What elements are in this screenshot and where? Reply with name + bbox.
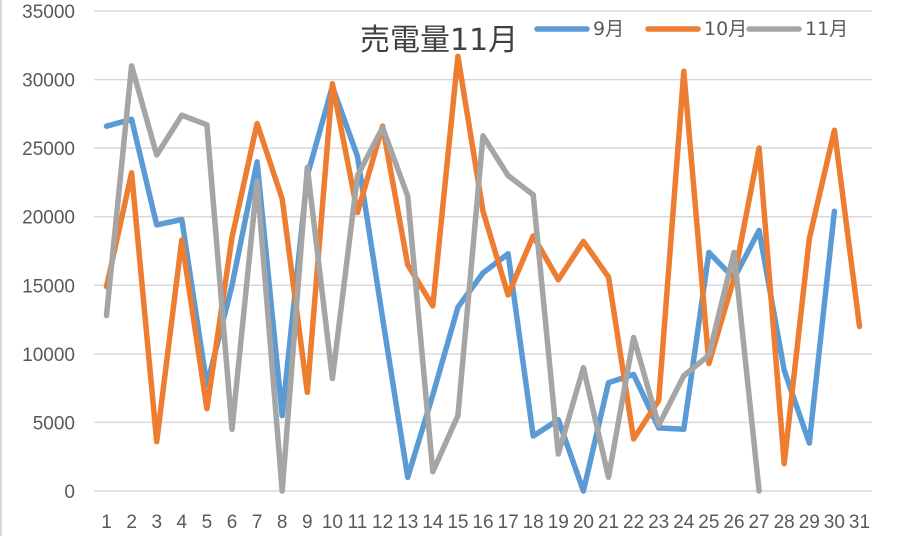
y-tick-label: 5000: [33, 413, 75, 434]
x-tick-label: 7: [252, 512, 263, 533]
y-tick-label: 30000: [22, 71, 75, 92]
x-tick-label: 22: [623, 512, 644, 533]
x-tick-label: 14: [422, 512, 444, 533]
y-tick-label: 0: [64, 482, 75, 503]
y-axis-labels: 0 5000 10000 15000 20000 25000 30000 35000: [22, 2, 75, 503]
x-tick-label: 2: [126, 512, 137, 533]
x-tick-label: 18: [523, 512, 544, 533]
legend-label: 10月: [704, 18, 747, 40]
x-tick-label: 30: [824, 512, 845, 533]
x-tick-label: 4: [177, 512, 188, 533]
x-tick-label: 11: [348, 512, 368, 533]
x-tick-label: 13: [397, 512, 418, 533]
y-tick-label: 20000: [22, 208, 75, 229]
x-tick-label: 9: [302, 512, 313, 533]
legend-item: 10月: [645, 18, 747, 40]
x-tick-label: 3: [151, 512, 162, 533]
x-tick-label: 21: [598, 512, 619, 533]
chart-title: 売電量11月: [360, 23, 518, 58]
series-line-3: [103, 63, 762, 494]
x-tick-label: 12: [372, 512, 393, 533]
x-tick-label: 19: [548, 512, 569, 533]
legend-item: 9月: [534, 18, 624, 40]
series-lines: [103, 53, 863, 494]
x-tick-label: 17: [498, 512, 519, 533]
y-tick-label: 15000: [22, 276, 75, 297]
y-tick-label: 35000: [22, 2, 75, 23]
x-tick-label: 8: [277, 512, 288, 533]
y-tick-label: 10000: [22, 345, 75, 366]
x-tick-label: 29: [799, 512, 820, 533]
x-tick-label: 15: [447, 512, 468, 533]
legend-label: 9月: [593, 18, 624, 40]
legend: 9月 10月 11月: [534, 18, 848, 40]
legend-item: 11月: [746, 18, 848, 40]
x-tick-label: 16: [472, 512, 493, 533]
x-tick-label: 27: [748, 512, 769, 533]
x-tick-label: 5: [202, 512, 213, 533]
x-tick-label: 31: [849, 512, 870, 533]
gridlines: [94, 10, 872, 492]
x-tick-label: 25: [698, 512, 719, 533]
x-tick-label: 20: [573, 512, 594, 533]
x-tick-label: 23: [648, 512, 669, 533]
x-tick-label: 24: [673, 512, 695, 533]
x-tick-label: 1: [101, 512, 112, 533]
x-tick-label: 10: [322, 512, 343, 533]
x-tick-label: 28: [774, 512, 795, 533]
x-axis-labels: 1 2 3 4 5 6 7 8 9 10 11 12 13 14 15 16 17 18 19 20 21 22 23 24 2…: [101, 512, 870, 533]
y-tick-label: 25000: [22, 139, 75, 160]
x-tick-label: 26: [723, 512, 744, 533]
legend-label: 11月: [805, 18, 848, 40]
x-tick-label: 6: [227, 512, 238, 533]
